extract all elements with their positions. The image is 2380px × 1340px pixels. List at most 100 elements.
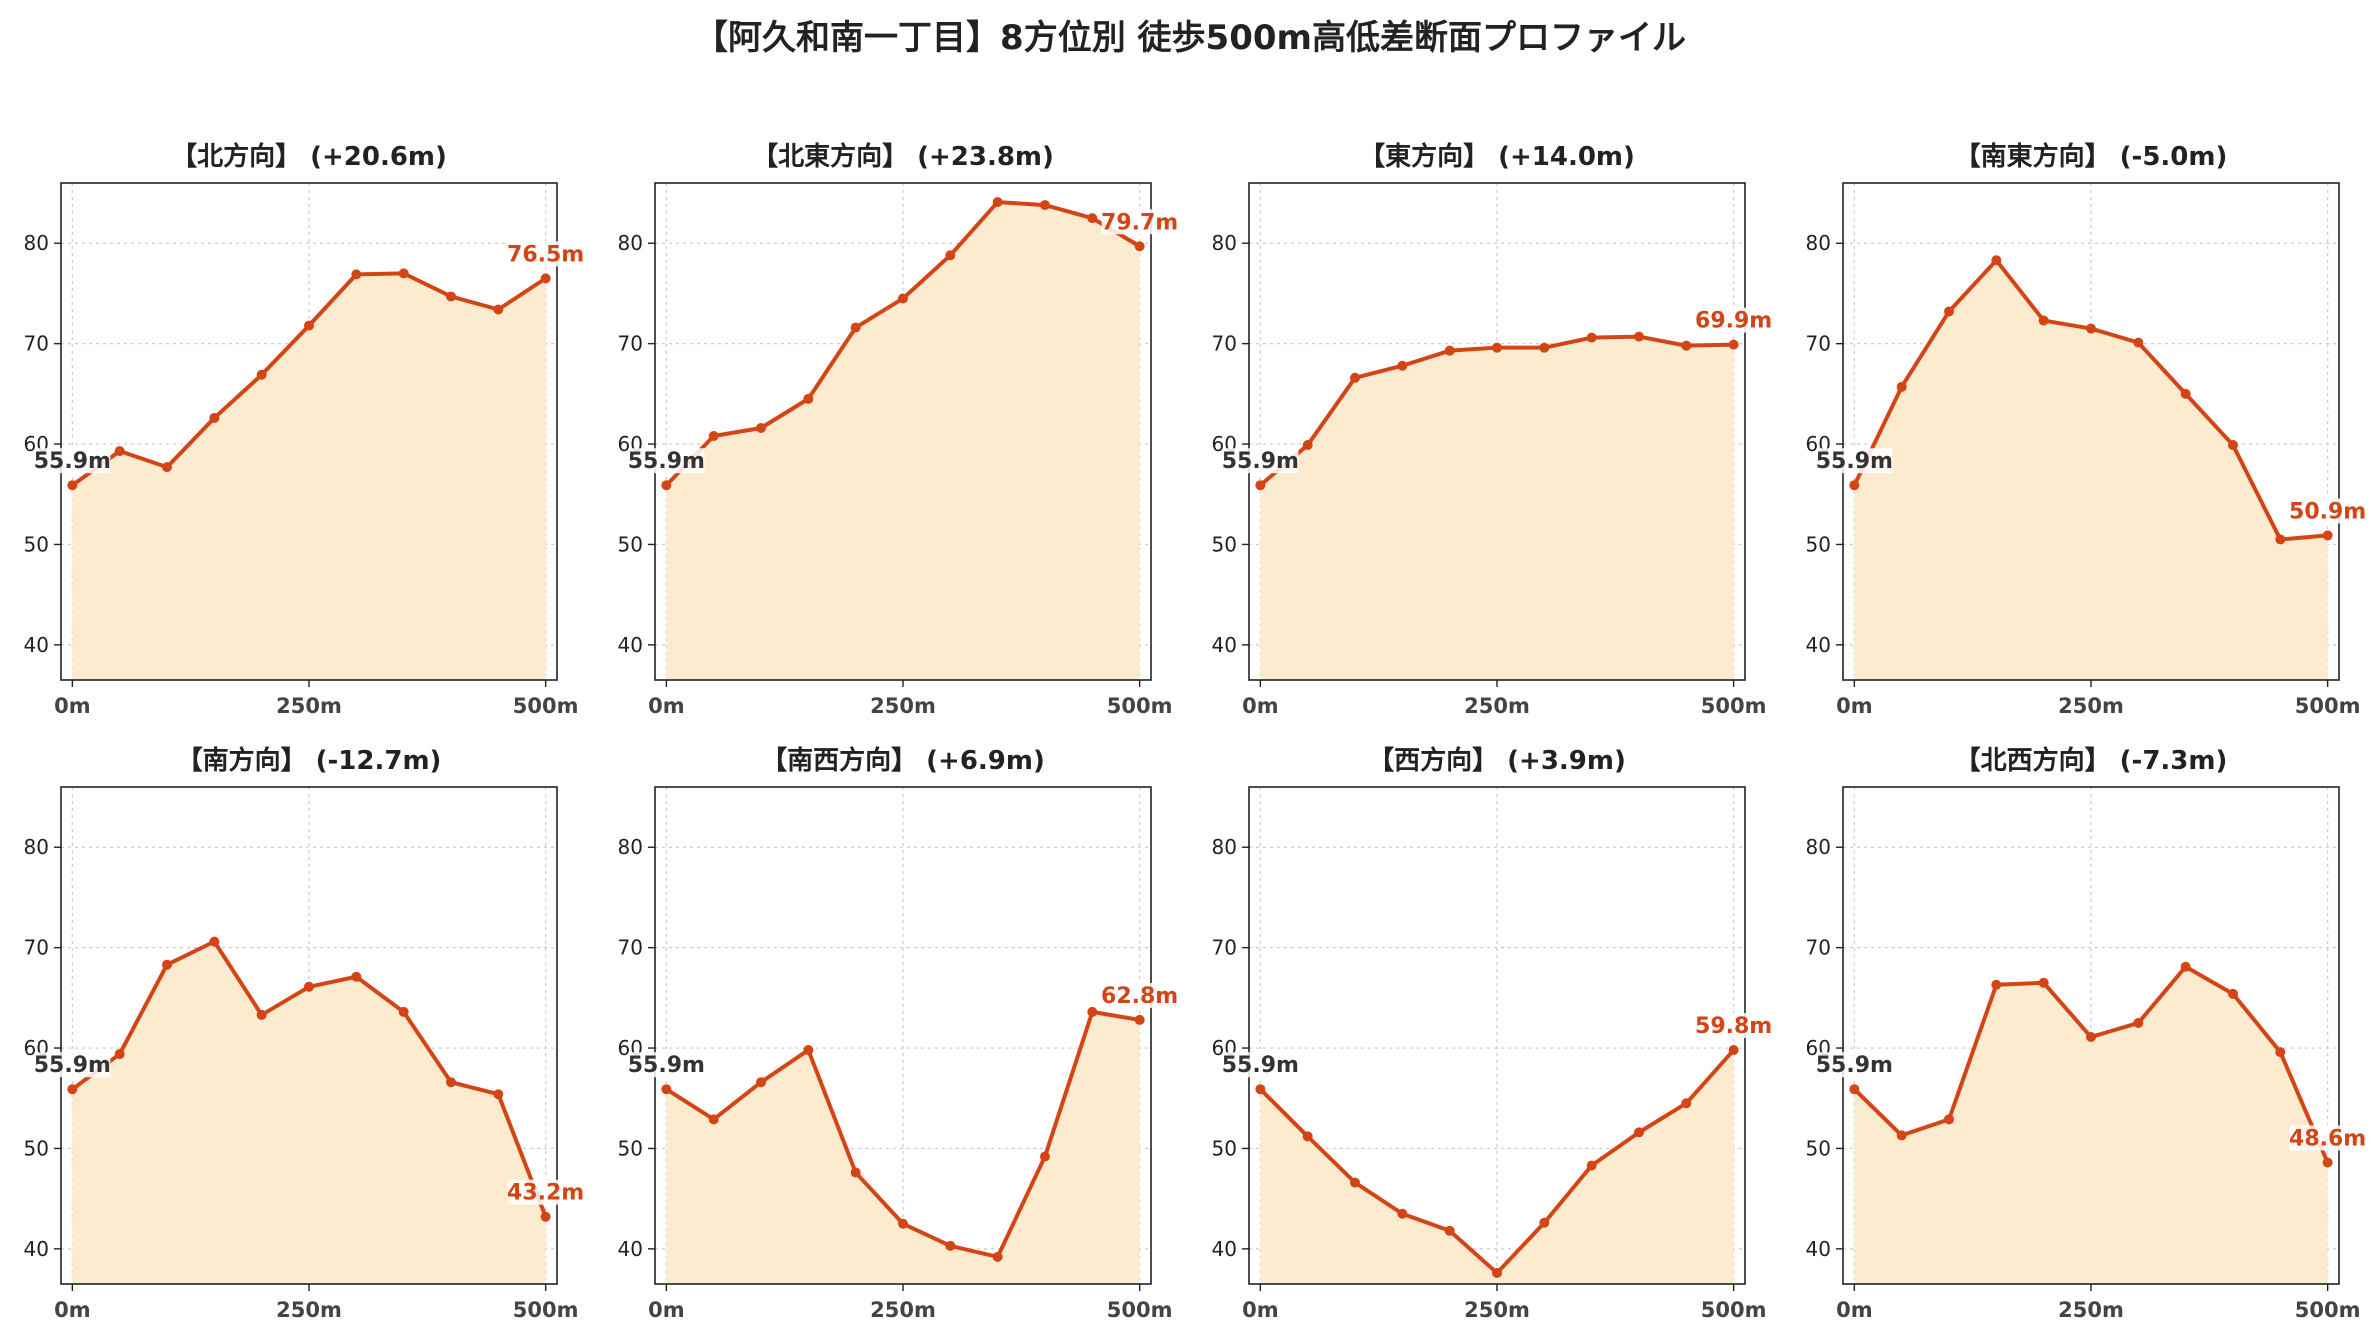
y-tick-label: 70 xyxy=(1806,332,1831,356)
y-tick-label: 70 xyxy=(24,936,49,960)
panel-title: 【北方向】 (+20.6m) xyxy=(171,141,447,172)
data-point xyxy=(1944,1114,1955,1125)
end-label: 59.8m xyxy=(1695,1014,1772,1039)
start-label-bg xyxy=(1816,1052,1893,1078)
x-tick-label: 500m xyxy=(1701,694,1767,718)
end-label-bg xyxy=(1101,982,1178,1008)
x-tick-label: 250m xyxy=(1464,694,1530,718)
x-tick-label: 0m xyxy=(1836,694,1873,718)
data-point xyxy=(1944,306,1955,317)
data-point xyxy=(1633,331,1644,342)
start-label-bg xyxy=(1816,448,1893,474)
y-tick-label: 70 xyxy=(1212,332,1237,356)
panel-title: 【東方向】 (+14.0m) xyxy=(1359,141,1635,172)
x-tick-label: 0m xyxy=(648,1298,685,1322)
y-tick-label: 80 xyxy=(1212,231,1237,255)
elevation-area xyxy=(1854,966,2328,1284)
data-point xyxy=(304,320,314,331)
y-tick-label: 80 xyxy=(1212,835,1237,859)
x-tick-label: 250m xyxy=(870,694,936,718)
panel-title: 【南方向】 (-12.7m) xyxy=(177,745,442,776)
y-tick-label: 50 xyxy=(24,532,49,556)
y-tick-label: 80 xyxy=(24,231,49,255)
data-point xyxy=(2227,440,2238,451)
data-point xyxy=(850,1167,861,1178)
data-point xyxy=(2180,961,2191,972)
y-tick-label: 50 xyxy=(618,532,643,556)
end-label-bg xyxy=(1695,307,1772,333)
data-point xyxy=(1896,381,1907,392)
data-point xyxy=(1492,342,1502,353)
x-tick-label: 0m xyxy=(54,694,91,718)
data-point xyxy=(661,1084,672,1095)
start-label: 55.9m xyxy=(1816,1053,1893,1078)
data-point xyxy=(1728,1045,1739,1056)
x-tick-label: 250m xyxy=(2058,694,2124,718)
elevation-area xyxy=(1260,336,1734,680)
y-tick-label: 40 xyxy=(24,633,49,657)
data-point xyxy=(708,431,719,442)
data-point xyxy=(1302,440,1313,451)
data-point xyxy=(1991,255,2002,266)
data-point xyxy=(1087,1006,1098,1017)
x-tick-label: 500m xyxy=(1701,1298,1767,1322)
x-tick-label: 500m xyxy=(2295,694,2361,718)
data-point xyxy=(2086,1032,2096,1043)
end-label: 43.2m xyxy=(507,1181,584,1206)
end-label: 79.7m xyxy=(1101,210,1178,235)
data-point xyxy=(1302,1131,1313,1142)
y-tick-label: 40 xyxy=(618,1237,643,1261)
x-tick-label: 500m xyxy=(1107,694,1173,718)
data-point xyxy=(1681,1098,1692,1109)
data-point xyxy=(898,293,908,304)
data-point xyxy=(351,269,362,280)
y-tick-label: 50 xyxy=(1806,1136,1831,1160)
data-point xyxy=(1350,372,1361,383)
data-point xyxy=(1539,1217,1550,1228)
start-label-bg xyxy=(628,448,705,474)
data-point xyxy=(1586,1160,1597,1171)
data-point xyxy=(1849,1084,1860,1095)
y-tick-label: 50 xyxy=(618,1136,643,1160)
end-label-bg xyxy=(2289,498,2366,524)
end-label-bg xyxy=(507,1179,584,1205)
end-label-bg xyxy=(1101,209,1178,235)
y-tick-label: 70 xyxy=(1806,936,1831,960)
elevation-area xyxy=(1260,1050,1734,1284)
data-point xyxy=(1991,979,2002,990)
elevation-area xyxy=(1854,260,2328,680)
y-tick-label: 50 xyxy=(1212,532,1237,556)
y-tick-label: 80 xyxy=(618,835,643,859)
x-tick-label: 250m xyxy=(276,1298,342,1322)
data-point xyxy=(1539,342,1550,353)
data-point xyxy=(1397,1208,1408,1219)
data-point xyxy=(256,369,267,380)
start-label: 55.9m xyxy=(1816,449,1893,474)
data-point xyxy=(708,1114,719,1125)
data-point xyxy=(162,959,173,970)
start-label-bg xyxy=(1222,448,1299,474)
data-point xyxy=(1728,339,1739,350)
data-point xyxy=(540,273,551,284)
data-point xyxy=(1444,345,1455,356)
y-tick-label: 40 xyxy=(1806,633,1831,657)
y-tick-label: 70 xyxy=(618,936,643,960)
y-tick-label: 70 xyxy=(24,332,49,356)
data-point xyxy=(898,1218,908,1229)
elevation-area xyxy=(666,1011,1140,1284)
x-tick-label: 250m xyxy=(2058,1298,2124,1322)
data-point xyxy=(114,446,125,457)
data-point xyxy=(1350,1177,1361,1188)
y-tick-label: 50 xyxy=(24,1136,49,1160)
start-label: 55.9m xyxy=(628,449,705,474)
y-tick-label: 40 xyxy=(1212,633,1237,657)
start-label-bg xyxy=(628,1052,705,1078)
data-point xyxy=(1134,241,1145,252)
x-tick-label: 250m xyxy=(276,694,342,718)
data-point xyxy=(945,1240,956,1251)
panel-title: 【南西方向】 (+6.9m) xyxy=(761,745,1045,776)
